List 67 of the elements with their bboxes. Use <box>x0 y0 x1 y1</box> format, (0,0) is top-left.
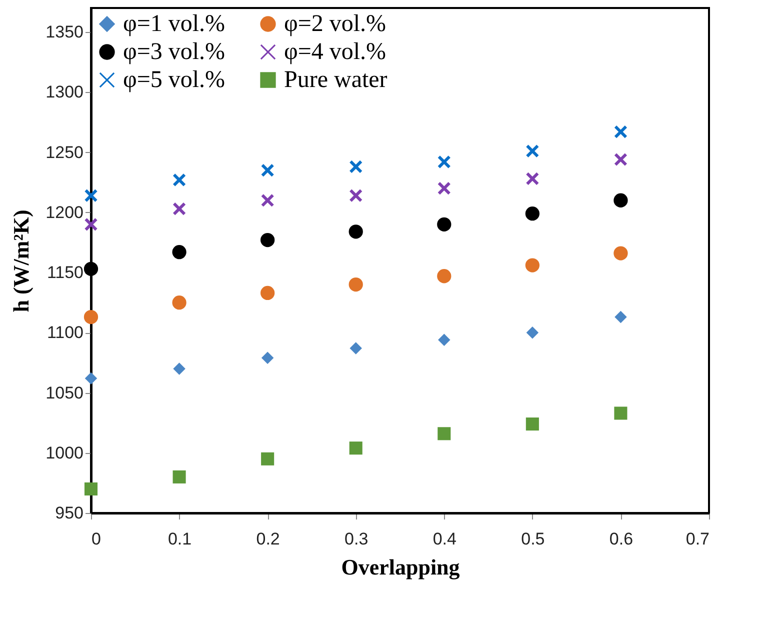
point <box>614 193 628 208</box>
point <box>348 277 363 292</box>
point <box>260 194 274 208</box>
x-tick-label: 0.7 <box>686 530 710 548</box>
x-axis-title: Overlapping <box>341 554 460 580</box>
x-tick-label: 0.3 <box>344 530 368 548</box>
y-tick-label: 1350 <box>46 22 84 42</box>
point <box>260 233 275 248</box>
point <box>173 362 186 375</box>
y-tick-label: 950 <box>55 504 84 522</box>
y-tick-label: 1200 <box>46 202 84 222</box>
point <box>614 246 628 260</box>
y-tick-label: 1050 <box>46 383 84 402</box>
y-tick-label: 1000 <box>46 443 84 462</box>
y-tick-label: 1250 <box>46 142 84 162</box>
point <box>172 470 186 484</box>
point <box>526 172 540 186</box>
point <box>260 164 274 178</box>
point <box>84 218 98 232</box>
legend-label: φ=3 vol.% <box>123 39 226 65</box>
point <box>349 188 363 202</box>
legend-label: Pure water <box>284 67 388 93</box>
legend-label: φ=5 vol.% <box>123 67 226 93</box>
point <box>349 160 363 174</box>
point <box>172 245 186 260</box>
x-tick-label: 0.2 <box>256 530 280 548</box>
point <box>261 452 274 466</box>
point <box>348 224 363 239</box>
x-tick-label: 0.6 <box>609 530 634 548</box>
point <box>84 262 98 276</box>
point <box>614 125 628 139</box>
point <box>614 406 628 420</box>
point <box>84 188 98 202</box>
point <box>172 296 186 310</box>
point <box>614 152 628 166</box>
point <box>526 418 539 431</box>
legend-label: φ=4 vol.% <box>284 39 386 65</box>
x-tick-label: 0.1 <box>168 530 192 548</box>
point <box>84 310 98 324</box>
point <box>172 202 186 216</box>
x-tick-label: 0 <box>92 530 101 548</box>
y-tick-label: 1100 <box>46 323 84 342</box>
legend-label: φ=1 vol.% <box>123 11 226 37</box>
y-tick-label: 1150 <box>46 263 84 282</box>
point <box>526 144 540 158</box>
point <box>438 334 450 346</box>
point <box>437 217 452 232</box>
point <box>525 258 540 272</box>
point <box>260 286 275 300</box>
point <box>349 442 362 455</box>
y-axis-title: h (W/m²K) <box>8 210 34 312</box>
x-tick-label: 0.5 <box>521 530 545 548</box>
point <box>526 326 539 339</box>
point <box>350 342 362 354</box>
point <box>437 155 451 169</box>
x-tick-label: 0.4 <box>432 530 456 548</box>
point <box>614 310 627 324</box>
point <box>437 182 451 196</box>
point <box>261 352 274 364</box>
point <box>525 206 540 221</box>
point <box>84 372 98 384</box>
point <box>84 482 98 496</box>
y-tick-label: 1300 <box>46 82 84 102</box>
point <box>172 173 186 187</box>
legend-label: φ=2 vol.% <box>284 11 386 37</box>
point <box>437 269 452 284</box>
point <box>438 427 451 440</box>
